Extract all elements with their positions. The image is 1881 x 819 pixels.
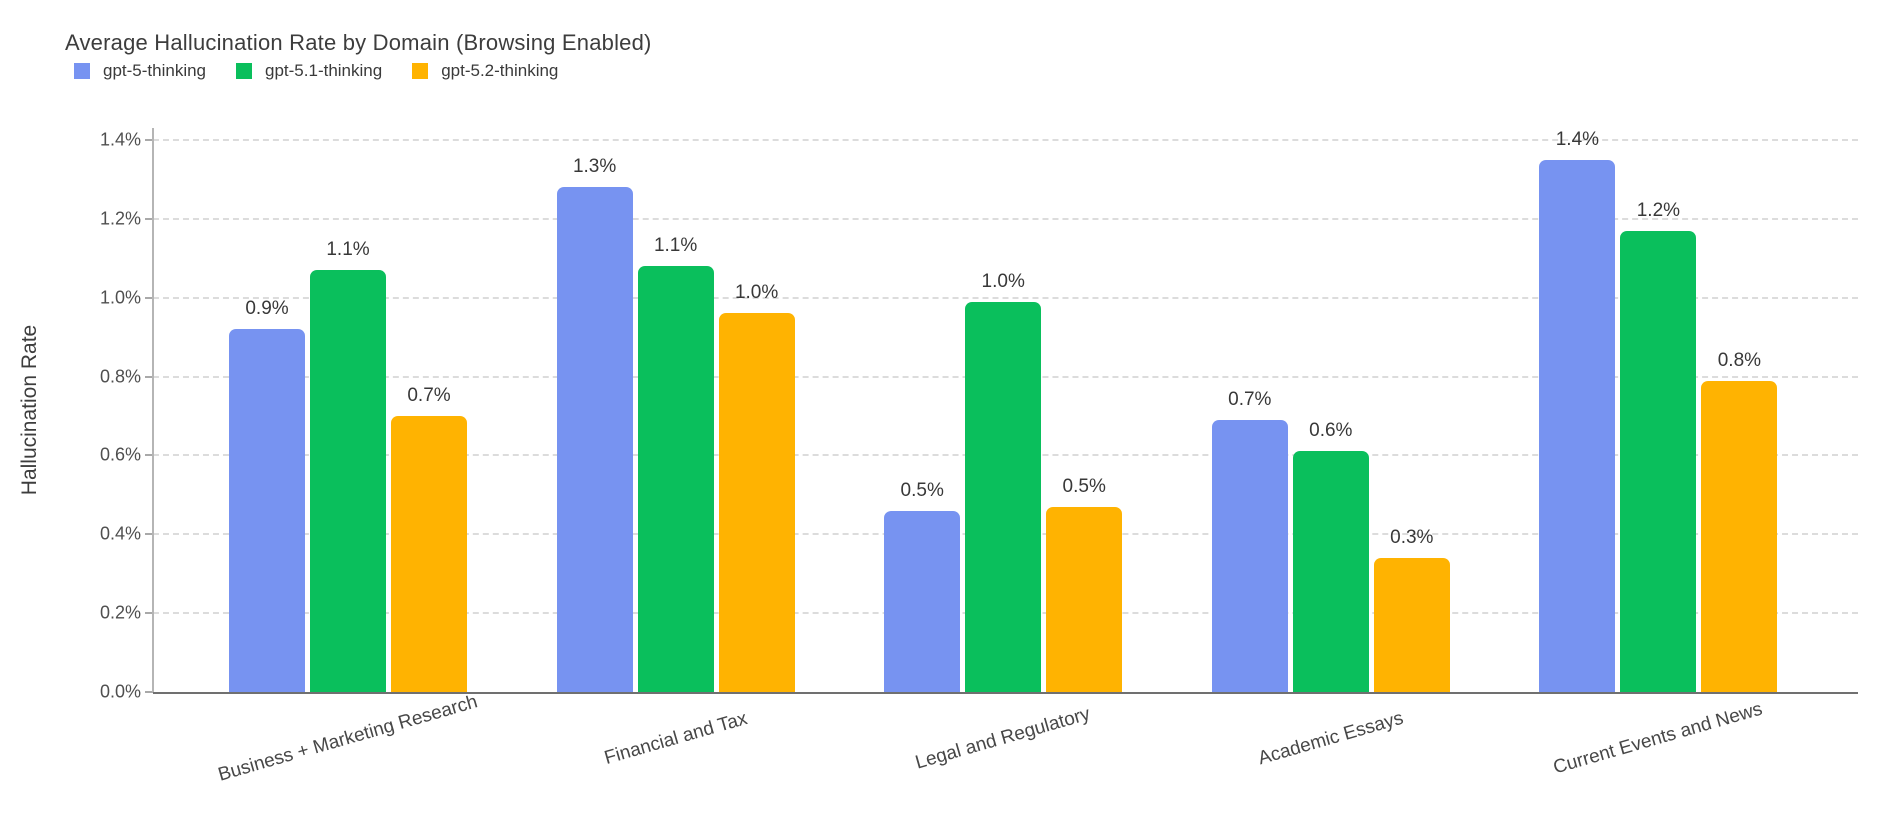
y-tick-mark bbox=[145, 454, 154, 457]
legend-label: gpt-5-thinking bbox=[103, 61, 207, 80]
bar-gpt-5-thinking-Current Events and News bbox=[1539, 159, 1616, 692]
y-tick-label: 1.0% bbox=[99, 287, 141, 308]
bar-gpt-5-thinking-Legal and Regulatory bbox=[884, 510, 961, 692]
legend-item-gpt-5.2-thinking: gpt-5.2-thinking bbox=[412, 61, 558, 81]
legend: gpt-5-thinking gpt-5.1-thinking gpt-5.2-th… bbox=[74, 61, 558, 81]
bar-gpt-5.2-thinking-Financial and Tax bbox=[718, 313, 795, 692]
legend-label: gpt-5.1-thinking bbox=[265, 61, 383, 80]
y-tick-label: 0.4% bbox=[99, 523, 141, 544]
y-tick-label: 0.6% bbox=[99, 444, 141, 465]
bar-gpt-5.1-thinking-Current Events and News bbox=[1620, 230, 1697, 692]
gridline-1.4% bbox=[153, 139, 1858, 141]
bar-value-label: 1.0% bbox=[734, 282, 779, 304]
legend-item-gpt-5-thinking: gpt-5-thinking bbox=[74, 61, 206, 81]
x-category-label-text: Legal and Regulatory bbox=[913, 703, 1093, 774]
bar-gpt-5.1-thinking-Academic Essays bbox=[1292, 451, 1369, 692]
legend-swatch-icon bbox=[74, 63, 90, 79]
bar-gpt-5-thinking-Business + Marketing Research bbox=[229, 329, 305, 692]
bar-value-label: 1.4% bbox=[1555, 128, 1600, 150]
bar-gpt-5.1-thinking-Financial and Tax bbox=[637, 266, 714, 692]
y-tick-mark bbox=[145, 691, 154, 693]
gridline-1.0% bbox=[153, 296, 1858, 299]
y-tick-mark bbox=[145, 375, 154, 378]
bar-gpt-5-thinking-Academic Essays bbox=[1211, 419, 1288, 692]
y-tick-label: 0.2% bbox=[99, 602, 141, 623]
y-tick-mark bbox=[145, 139, 154, 141]
y-tick-mark bbox=[145, 217, 154, 220]
legend-swatch-icon bbox=[412, 63, 429, 79]
x-category-label-text: Current Events and News bbox=[1551, 698, 1766, 779]
bar-value-label: 0.5% bbox=[1062, 475, 1106, 497]
bar-value-label: 1.0% bbox=[981, 270, 1025, 292]
y-tick-label: 1.4% bbox=[99, 129, 141, 150]
y-tick-label: 0.8% bbox=[99, 366, 141, 387]
y-tick-mark bbox=[145, 533, 154, 536]
legend-item-gpt-5.1-thinking: gpt-5.1-thinking bbox=[236, 61, 382, 81]
bar-value-label: 1.3% bbox=[572, 156, 617, 178]
y-tick-label: 1.2% bbox=[99, 208, 141, 229]
y-tick-mark bbox=[145, 296, 154, 299]
x-category-label-text: Financial and Tax bbox=[601, 708, 750, 769]
bar-value-label: 1.1% bbox=[326, 239, 370, 261]
gridline-1.2% bbox=[153, 217, 1858, 220]
x-category-label-text: Business + Marketing Research bbox=[215, 691, 480, 786]
bar-value-label: 0.7% bbox=[407, 385, 451, 406]
bar-value-label: 1.2% bbox=[1636, 199, 1681, 221]
bar-gpt-5.2-thinking-Current Events and News bbox=[1701, 380, 1778, 692]
bar-value-label: 0.8% bbox=[1717, 349, 1762, 371]
bar-value-label: 1.1% bbox=[653, 235, 698, 257]
bar-gpt-5.1-thinking-Business + Marketing Research bbox=[310, 270, 386, 692]
x-axis-baseline bbox=[153, 692, 1858, 694]
y-tick-mark bbox=[145, 612, 154, 615]
bar-gpt-5.2-thinking-Business + Marketing Research bbox=[391, 416, 467, 692]
bar-gpt-5-thinking-Financial and Tax bbox=[556, 187, 633, 692]
chart-title: Average Hallucination Rate by Domain (Br… bbox=[65, 30, 652, 55]
bar-value-label: 0.7% bbox=[1228, 388, 1272, 410]
bar-value-label: 0.3% bbox=[1390, 526, 1434, 548]
bar-gpt-5.2-thinking-Academic Essays bbox=[1373, 557, 1450, 692]
legend-swatch-icon bbox=[236, 63, 253, 79]
bar-gpt-5.2-thinking-Legal and Regulatory bbox=[1046, 506, 1123, 692]
bar-value-label: 0.5% bbox=[900, 479, 944, 501]
y-axis-line bbox=[152, 128, 154, 692]
y-axis-title: Hallucination Rate bbox=[18, 324, 41, 496]
bar-gpt-5.1-thinking-Legal and Regulatory bbox=[965, 301, 1042, 692]
x-category-label-text: Academic Essays bbox=[1255, 707, 1406, 770]
bar-value-label: 0.9% bbox=[245, 298, 289, 320]
y-tick-label: 0.0% bbox=[99, 681, 141, 702]
legend-label: gpt-5.2-thinking bbox=[441, 61, 559, 80]
bar-value-label: 0.6% bbox=[1309, 420, 1353, 442]
